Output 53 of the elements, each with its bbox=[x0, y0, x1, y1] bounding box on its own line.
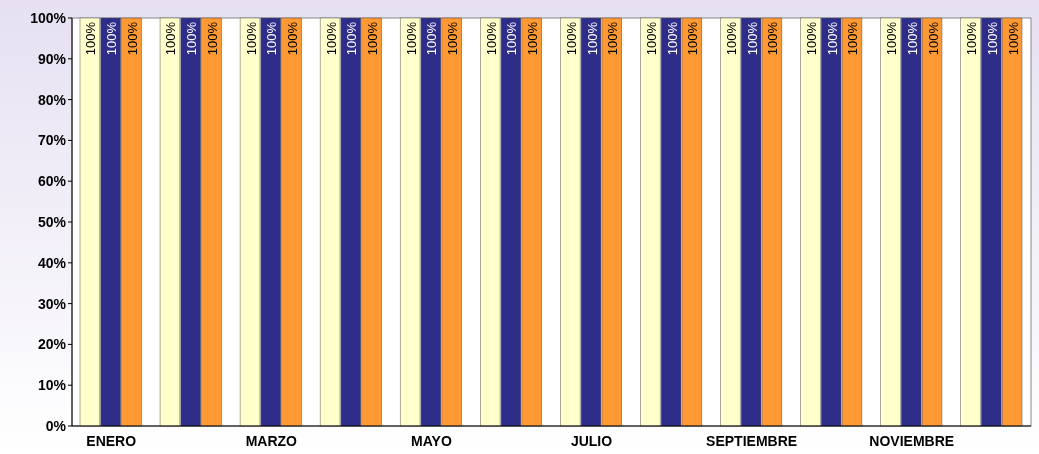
data-label: 100% bbox=[323, 21, 339, 56]
data-label: 100% bbox=[525, 21, 541, 56]
y-tick-label: 10% bbox=[37, 377, 67, 394]
data-label: 100% bbox=[403, 21, 419, 56]
data-label: 100% bbox=[125, 21, 141, 56]
y-tick-label: 60% bbox=[37, 173, 67, 190]
data-label: 100% bbox=[83, 21, 99, 56]
x-tick-label: JULIO bbox=[570, 433, 613, 449]
data-label: 100% bbox=[845, 21, 861, 56]
data-label: 100% bbox=[925, 21, 941, 56]
y-tick-label: 90% bbox=[37, 50, 67, 67]
data-label: 100% bbox=[883, 21, 899, 56]
data-label: 100% bbox=[584, 21, 600, 56]
data-label: 100% bbox=[104, 21, 120, 56]
data-label: 100% bbox=[723, 21, 739, 56]
y-tick-label: 30% bbox=[37, 295, 67, 312]
data-label: 100% bbox=[904, 21, 920, 56]
x-tick-label: NOVIEMBRE bbox=[869, 433, 955, 449]
data-label: 100% bbox=[163, 21, 179, 56]
y-tick-label: 50% bbox=[37, 213, 67, 230]
data-label: 100% bbox=[563, 21, 579, 56]
data-label: 100% bbox=[643, 21, 659, 56]
data-label: 100% bbox=[824, 21, 840, 56]
y-tick-label: 0% bbox=[45, 417, 67, 434]
y-tick-label: 100% bbox=[30, 9, 67, 26]
y-tick-label: 80% bbox=[37, 91, 67, 108]
x-tick-label: ENERO bbox=[86, 433, 137, 449]
data-label: 100% bbox=[685, 21, 701, 56]
data-label: 100% bbox=[264, 21, 280, 56]
x-tick-label: MARZO bbox=[245, 433, 298, 449]
data-label: 100% bbox=[344, 21, 360, 56]
x-tick-label: MAYO bbox=[411, 433, 452, 449]
data-label: 100% bbox=[243, 21, 259, 56]
data-label: 100% bbox=[445, 21, 461, 56]
data-label: 100% bbox=[205, 21, 221, 56]
data-label: 100% bbox=[424, 21, 440, 56]
data-label: 100% bbox=[664, 21, 680, 56]
y-tick-label: 70% bbox=[37, 132, 67, 149]
x-tick-label: SEPTIEMBRE bbox=[706, 433, 798, 449]
data-label: 100% bbox=[605, 21, 621, 56]
y-tick-label: 40% bbox=[37, 254, 67, 271]
data-label: 100% bbox=[1005, 21, 1021, 56]
data-label: 100% bbox=[803, 21, 819, 56]
data-label: 100% bbox=[504, 21, 520, 56]
data-label: 100% bbox=[984, 21, 1000, 56]
data-label: 100% bbox=[365, 21, 381, 56]
data-label: 100% bbox=[184, 21, 200, 56]
data-label: 100% bbox=[744, 21, 760, 56]
y-tick-label: 20% bbox=[37, 336, 67, 353]
data-label: 100% bbox=[963, 21, 979, 56]
data-label: 100% bbox=[765, 21, 781, 56]
data-label: 100% bbox=[483, 21, 499, 56]
data-label: 100% bbox=[285, 21, 301, 56]
